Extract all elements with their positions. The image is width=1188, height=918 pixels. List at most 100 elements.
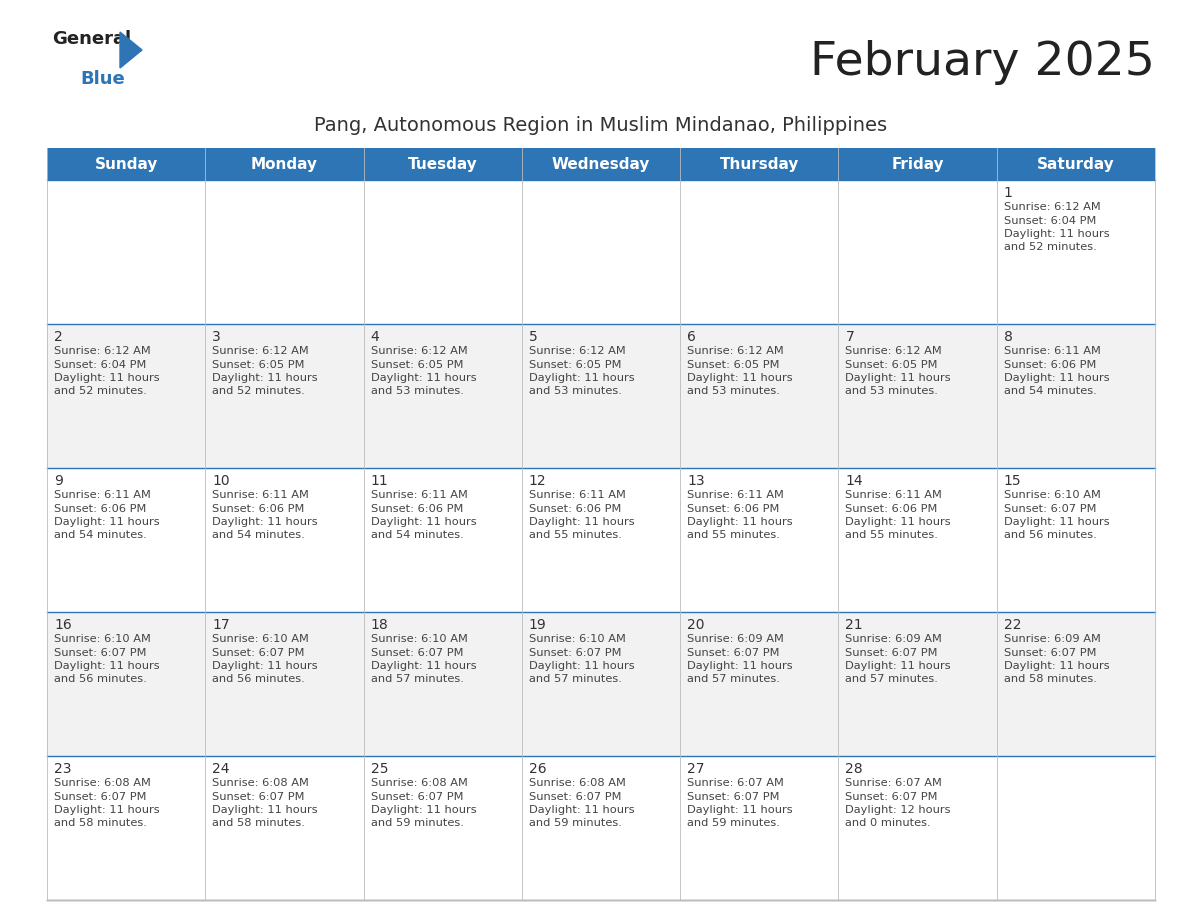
Text: 3: 3	[213, 330, 221, 344]
Text: Sunrise: 6:11 AM: Sunrise: 6:11 AM	[213, 490, 309, 500]
Text: Daylight: 11 hours: Daylight: 11 hours	[1004, 661, 1110, 671]
Text: Sunset: 6:04 PM: Sunset: 6:04 PM	[1004, 216, 1097, 226]
Text: Sunrise: 6:07 AM: Sunrise: 6:07 AM	[846, 778, 942, 788]
Text: Sunset: 6:07 PM: Sunset: 6:07 PM	[213, 647, 305, 657]
Text: Sunrise: 6:10 AM: Sunrise: 6:10 AM	[529, 634, 626, 644]
Text: Tuesday: Tuesday	[407, 156, 478, 172]
Text: 13: 13	[687, 474, 704, 488]
Text: Monday: Monday	[251, 156, 318, 172]
Text: Sunset: 6:07 PM: Sunset: 6:07 PM	[371, 647, 463, 657]
Text: Sunrise: 6:08 AM: Sunrise: 6:08 AM	[529, 778, 626, 788]
Text: Sunset: 6:05 PM: Sunset: 6:05 PM	[529, 360, 621, 370]
Text: and 55 minutes.: and 55 minutes.	[529, 531, 621, 541]
Text: Sunrise: 6:10 AM: Sunrise: 6:10 AM	[53, 634, 151, 644]
Text: Sunset: 6:06 PM: Sunset: 6:06 PM	[53, 503, 146, 513]
Text: Thursday: Thursday	[720, 156, 800, 172]
Text: Sunrise: 6:11 AM: Sunrise: 6:11 AM	[371, 490, 467, 500]
Text: and 55 minutes.: and 55 minutes.	[846, 531, 939, 541]
Text: 18: 18	[371, 618, 388, 632]
Text: Sunset: 6:05 PM: Sunset: 6:05 PM	[846, 360, 939, 370]
Bar	[48, 756, 1155, 900]
Text: Daylight: 11 hours: Daylight: 11 hours	[213, 805, 318, 815]
Text: Sunrise: 6:11 AM: Sunrise: 6:11 AM	[529, 490, 626, 500]
Text: Sunrise: 6:12 AM: Sunrise: 6:12 AM	[53, 346, 151, 356]
Text: 19: 19	[529, 618, 546, 632]
Text: General: General	[52, 30, 131, 48]
Text: and 54 minutes.: and 54 minutes.	[371, 531, 463, 541]
Text: 15: 15	[1004, 474, 1022, 488]
Text: Sunset: 6:07 PM: Sunset: 6:07 PM	[687, 647, 779, 657]
Text: and 58 minutes.: and 58 minutes.	[53, 819, 147, 829]
Polygon shape	[120, 32, 143, 68]
Text: Sunrise: 6:12 AM: Sunrise: 6:12 AM	[1004, 202, 1100, 212]
Text: and 54 minutes.: and 54 minutes.	[213, 531, 305, 541]
Text: Sunrise: 6:09 AM: Sunrise: 6:09 AM	[1004, 634, 1100, 644]
Text: February 2025: February 2025	[810, 40, 1155, 85]
Text: Daylight: 11 hours: Daylight: 11 hours	[687, 661, 792, 671]
Text: and 57 minutes.: and 57 minutes.	[846, 675, 939, 685]
Text: Sunset: 6:07 PM: Sunset: 6:07 PM	[1004, 647, 1097, 657]
Text: 9: 9	[53, 474, 63, 488]
Text: Sunset: 6:07 PM: Sunset: 6:07 PM	[846, 647, 939, 657]
Text: and 53 minutes.: and 53 minutes.	[529, 386, 621, 397]
Text: Sunrise: 6:12 AM: Sunrise: 6:12 AM	[529, 346, 626, 356]
Text: Daylight: 11 hours: Daylight: 11 hours	[371, 517, 476, 527]
Text: Sunset: 6:06 PM: Sunset: 6:06 PM	[529, 503, 621, 513]
Text: Sunset: 6:07 PM: Sunset: 6:07 PM	[53, 647, 146, 657]
Text: Sunset: 6:05 PM: Sunset: 6:05 PM	[213, 360, 305, 370]
Text: 17: 17	[213, 618, 230, 632]
Text: Wednesday: Wednesday	[551, 156, 650, 172]
Text: Pang, Autonomous Region in Muslim Mindanao, Philippines: Pang, Autonomous Region in Muslim Mindan…	[315, 116, 887, 135]
Text: 1: 1	[1004, 186, 1012, 200]
Text: 5: 5	[529, 330, 538, 344]
Text: Daylight: 11 hours: Daylight: 11 hours	[53, 805, 159, 815]
Text: Sunset: 6:07 PM: Sunset: 6:07 PM	[371, 791, 463, 801]
Text: Sunrise: 6:12 AM: Sunrise: 6:12 AM	[846, 346, 942, 356]
Text: 14: 14	[846, 474, 862, 488]
Text: Sunrise: 6:08 AM: Sunrise: 6:08 AM	[371, 778, 467, 788]
Text: Daylight: 11 hours: Daylight: 11 hours	[687, 805, 792, 815]
Text: 22: 22	[1004, 618, 1022, 632]
Text: Sunrise: 6:12 AM: Sunrise: 6:12 AM	[687, 346, 784, 356]
Text: Sunrise: 6:08 AM: Sunrise: 6:08 AM	[213, 778, 309, 788]
Text: 2: 2	[53, 330, 63, 344]
Text: Daylight: 11 hours: Daylight: 11 hours	[529, 805, 634, 815]
Text: Sunset: 6:07 PM: Sunset: 6:07 PM	[1004, 503, 1097, 513]
Text: Sunset: 6:07 PM: Sunset: 6:07 PM	[213, 791, 305, 801]
Text: Sunrise: 6:10 AM: Sunrise: 6:10 AM	[213, 634, 309, 644]
Text: and 59 minutes.: and 59 minutes.	[371, 819, 463, 829]
Text: and 56 minutes.: and 56 minutes.	[53, 675, 147, 685]
Text: Sunrise: 6:08 AM: Sunrise: 6:08 AM	[53, 778, 151, 788]
Text: Sunrise: 6:09 AM: Sunrise: 6:09 AM	[687, 634, 784, 644]
Text: and 53 minutes.: and 53 minutes.	[371, 386, 463, 397]
Text: Daylight: 11 hours: Daylight: 11 hours	[53, 373, 159, 383]
Text: and 57 minutes.: and 57 minutes.	[371, 675, 463, 685]
Text: and 53 minutes.: and 53 minutes.	[687, 386, 781, 397]
Text: Sunset: 6:05 PM: Sunset: 6:05 PM	[371, 360, 463, 370]
Text: and 54 minutes.: and 54 minutes.	[1004, 386, 1097, 397]
Text: Daylight: 11 hours: Daylight: 11 hours	[529, 517, 634, 527]
Text: Sunset: 6:07 PM: Sunset: 6:07 PM	[846, 791, 939, 801]
Text: 8: 8	[1004, 330, 1012, 344]
Text: and 57 minutes.: and 57 minutes.	[687, 675, 781, 685]
Text: Daylight: 11 hours: Daylight: 11 hours	[846, 373, 952, 383]
Text: 26: 26	[529, 762, 546, 776]
Text: 16: 16	[53, 618, 71, 632]
Text: Sunset: 6:06 PM: Sunset: 6:06 PM	[1004, 360, 1097, 370]
Bar	[48, 148, 1155, 180]
Text: 20: 20	[687, 618, 704, 632]
Text: Sunset: 6:06 PM: Sunset: 6:06 PM	[213, 503, 304, 513]
Text: and 52 minutes.: and 52 minutes.	[1004, 242, 1097, 252]
Text: 28: 28	[846, 762, 862, 776]
Text: 12: 12	[529, 474, 546, 488]
Text: Sunrise: 6:11 AM: Sunrise: 6:11 AM	[687, 490, 784, 500]
Text: and 52 minutes.: and 52 minutes.	[53, 386, 147, 397]
Text: Daylight: 11 hours: Daylight: 11 hours	[53, 517, 159, 527]
Text: Sunset: 6:05 PM: Sunset: 6:05 PM	[687, 360, 779, 370]
Text: and 59 minutes.: and 59 minutes.	[529, 819, 621, 829]
Text: 24: 24	[213, 762, 229, 776]
Text: and 55 minutes.: and 55 minutes.	[687, 531, 781, 541]
Text: Daylight: 11 hours: Daylight: 11 hours	[1004, 229, 1110, 239]
Text: Sunrise: 6:12 AM: Sunrise: 6:12 AM	[371, 346, 467, 356]
Text: Sunrise: 6:10 AM: Sunrise: 6:10 AM	[371, 634, 467, 644]
